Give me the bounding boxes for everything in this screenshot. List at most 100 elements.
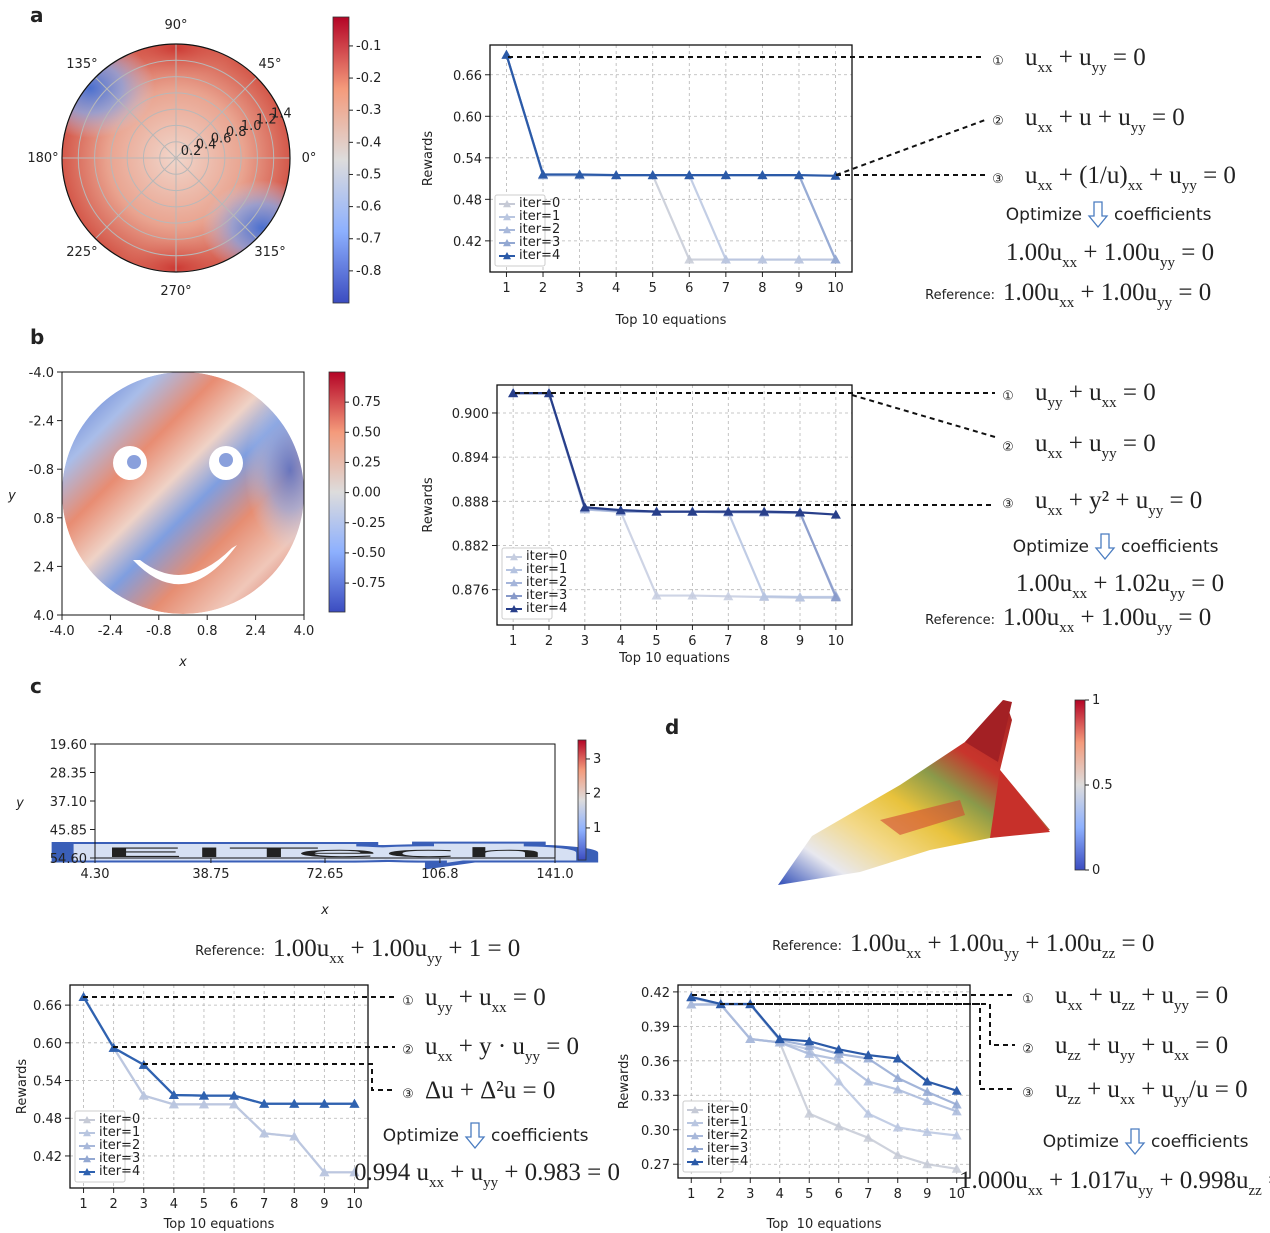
legend-box bbox=[74, 1110, 126, 1183]
reference-label: Reference: bbox=[925, 613, 995, 628]
series-line bbox=[691, 995, 958, 1092]
angular-grid-line bbox=[175, 77, 257, 159]
equation-subscript: yy bbox=[438, 1000, 454, 1016]
equation-part: u bbox=[1025, 44, 1038, 71]
series-line bbox=[691, 996, 958, 1106]
equation-part: u bbox=[1035, 430, 1048, 457]
equation-subscript: xx bbox=[1072, 586, 1088, 602]
colorbar-tick-label: -0.7 bbox=[356, 232, 381, 247]
x-tick-label: 6 bbox=[685, 281, 693, 296]
equation: uxx + (1/u)xx + uyy = 0 bbox=[1025, 162, 1236, 194]
y-tick-label: 0.876 bbox=[452, 584, 489, 599]
colorbar-tick-label: 3 bbox=[593, 752, 601, 767]
equation-subscript: xx bbox=[1102, 395, 1118, 411]
equation-subscript: zz bbox=[1122, 998, 1136, 1014]
x-tick-label: 38.75 bbox=[192, 867, 229, 882]
optimize-label: Optimize bbox=[1006, 205, 1082, 225]
colorbar-tick-label: -0.4 bbox=[356, 135, 381, 150]
equation-subscript: zz bbox=[1102, 946, 1116, 962]
equation-subscript: yy bbox=[525, 1049, 541, 1065]
candidate-marker: ① bbox=[992, 54, 1004, 69]
x-tick-label: 3 bbox=[140, 1197, 148, 1212]
equation-part: = 0 bbox=[1189, 1032, 1228, 1059]
equation-part: + u bbox=[1053, 44, 1093, 71]
x-tick-label: -0.8 bbox=[146, 624, 171, 639]
coefficients-label: coefficients bbox=[1151, 1132, 1249, 1152]
x-tick-label: 9 bbox=[320, 1197, 328, 1212]
equation-subscript: xx bbox=[438, 1049, 454, 1065]
point-marker bbox=[686, 991, 697, 1001]
x-tick-label: 1 bbox=[79, 1197, 87, 1212]
equation-part: 0.994 u bbox=[354, 1159, 430, 1186]
candidate-marker: ③ bbox=[1022, 1086, 1034, 1101]
point-marker bbox=[319, 1098, 330, 1108]
equation-subscript: xx bbox=[1028, 1183, 1044, 1199]
equation-part: 1.00u bbox=[1003, 279, 1060, 306]
point-marker bbox=[892, 1150, 903, 1160]
equation-part: + 0.983 = 0 bbox=[498, 1159, 620, 1186]
legend-marker bbox=[83, 1116, 91, 1124]
equation-part: + 1.00u bbox=[1074, 604, 1157, 631]
point-marker bbox=[951, 1099, 962, 1109]
leader-line bbox=[143, 1063, 395, 1091]
equation-subscript: xx bbox=[1120, 1092, 1136, 1108]
domain-shape-rim: EITech bbox=[98, 846, 550, 861]
equation-part: 1.000u bbox=[959, 1167, 1028, 1194]
point-marker bbox=[289, 1098, 300, 1108]
axes-frame bbox=[69, 984, 369, 1189]
legend-marker bbox=[503, 213, 511, 221]
point-marker bbox=[687, 590, 698, 600]
point-marker bbox=[922, 1096, 933, 1106]
equation: Δu + Δ²u = 0 bbox=[425, 1077, 555, 1104]
x-tick-label: 9 bbox=[795, 281, 803, 296]
y-axis-label: Rewards bbox=[421, 131, 436, 186]
point-marker bbox=[774, 1033, 785, 1043]
point-marker bbox=[892, 1053, 903, 1063]
angular-grid-line bbox=[175, 157, 257, 239]
axes-frame bbox=[677, 984, 971, 1179]
colorbar-tick-label: 0.25 bbox=[352, 455, 381, 470]
x-tick-label: 4 bbox=[612, 281, 620, 296]
equation-part: = 0 bbox=[1175, 239, 1214, 266]
candidate-marker: ① bbox=[1022, 992, 1034, 1007]
x-tick-label: 2.4 bbox=[245, 624, 266, 639]
point-marker bbox=[804, 1108, 815, 1118]
x-tick-label: 4 bbox=[617, 634, 625, 649]
y-tick-label: 0.42 bbox=[453, 235, 482, 250]
radial-tick-label: 0.8 bbox=[226, 125, 247, 140]
optimize-label: Optimize bbox=[1043, 1132, 1119, 1152]
series-line bbox=[691, 1003, 958, 1113]
point-marker bbox=[138, 1090, 149, 1100]
legend-label: iter=1 bbox=[526, 562, 567, 577]
point-marker bbox=[579, 502, 590, 512]
equation-part: + u bbox=[1063, 379, 1103, 406]
equation: uxx + y² + uyy = 0 bbox=[1035, 487, 1202, 519]
down-arrow bbox=[1094, 533, 1116, 561]
reference-label: Reference: bbox=[195, 944, 265, 959]
equation-subscript: yy bbox=[1048, 395, 1064, 411]
point-marker bbox=[951, 1163, 962, 1173]
colorbar bbox=[332, 16, 350, 304]
legend-label: iter=2 bbox=[707, 1128, 748, 1143]
candidate-marker: ① bbox=[402, 994, 414, 1009]
x-tick-label: 1 bbox=[502, 281, 510, 296]
smiley-heatmap-field bbox=[62, 372, 304, 614]
equation-part: = 0 bbox=[1107, 44, 1146, 71]
reference-label: Reference: bbox=[772, 939, 842, 954]
point-marker bbox=[508, 388, 519, 398]
equation-part: + 1.02u bbox=[1087, 570, 1170, 597]
legend-label: iter=3 bbox=[99, 1151, 140, 1166]
point-marker bbox=[757, 170, 768, 180]
equation-subscript: yy bbox=[1120, 1048, 1136, 1064]
equation-part: u bbox=[1035, 379, 1048, 406]
point-marker bbox=[686, 999, 697, 1009]
legend-marker bbox=[691, 1158, 699, 1166]
colorbar-tick-label: 0.50 bbox=[352, 425, 381, 440]
equation-part: u bbox=[1025, 162, 1038, 189]
candidate-marker: ② bbox=[992, 114, 1004, 129]
point-marker bbox=[804, 1036, 815, 1046]
point-marker bbox=[319, 1167, 330, 1177]
y-tick-label: -4.0 bbox=[29, 366, 54, 381]
candidate-marker: ② bbox=[1002, 440, 1014, 455]
x-tick-label: 5 bbox=[805, 1187, 813, 1202]
